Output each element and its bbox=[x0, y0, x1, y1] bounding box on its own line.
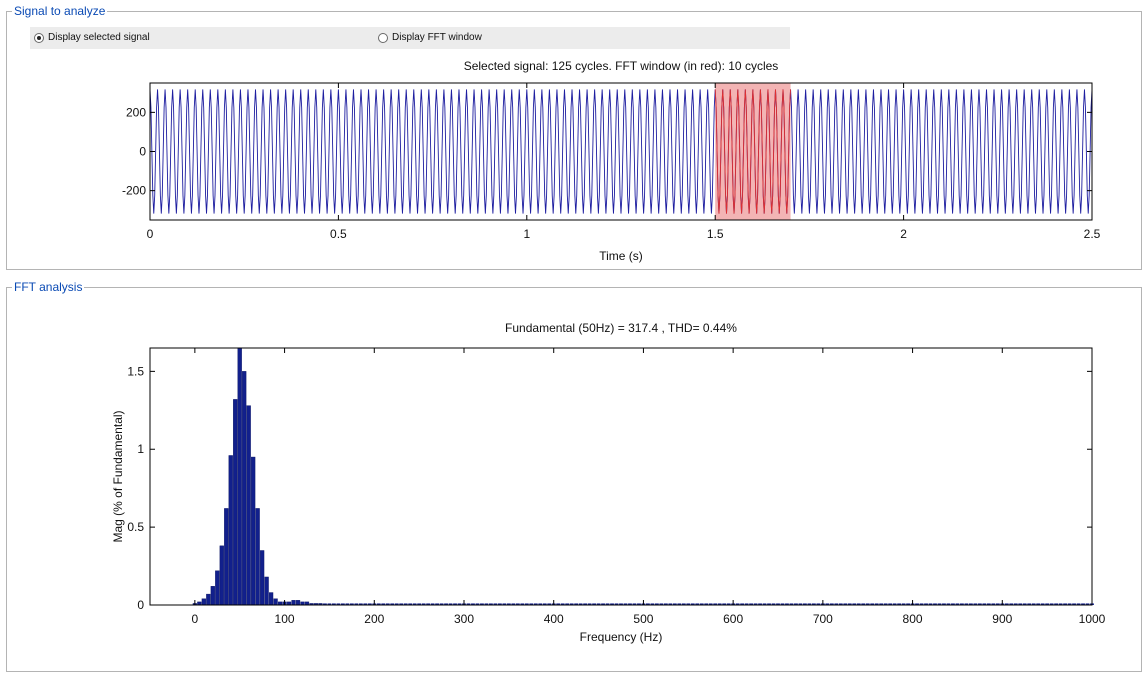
display-selected-signal-label: Display selected signal bbox=[48, 32, 150, 43]
display-fft-window-label: Display FFT window bbox=[392, 32, 482, 43]
display-mode-radio-row: Display selected signal Display FFT wind… bbox=[30, 27, 790, 49]
display-fft-window-radio[interactable]: Display FFT window bbox=[378, 32, 482, 43]
fft-analysis-group bbox=[6, 287, 1142, 672]
signal-plot-title: Selected signal: 125 cycles. FFT window … bbox=[463, 59, 779, 73]
signal-to-analyze-group bbox=[6, 11, 1142, 270]
signal-group-legend: Signal to analyze bbox=[12, 4, 108, 18]
radio-fft-indicator bbox=[378, 32, 388, 43]
display-selected-signal-radio[interactable]: Display selected signal bbox=[34, 32, 150, 43]
fft-plot-title: Fundamental (50Hz) = 317.4 , THD= 0.44% bbox=[505, 321, 737, 335]
radio-selected-indicator bbox=[34, 32, 44, 43]
fft-group-legend: FFT analysis bbox=[12, 280, 85, 294]
